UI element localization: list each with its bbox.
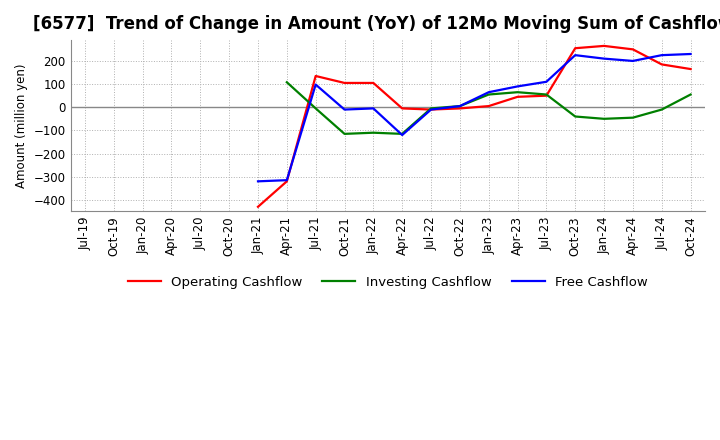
Free Cashflow (282, 177, 291, 183)
Free Cashflow (600, 56, 608, 61)
Free Cashflow (340, 107, 348, 112)
Investing Cashflow (629, 115, 637, 120)
Investing Cashflow (542, 92, 551, 97)
Investing Cashflow (282, 80, 291, 85)
Free Cashflow (542, 79, 551, 84)
Free Cashflow (513, 84, 522, 89)
Operating Cashflow (340, 80, 348, 85)
Investing Cashflow (600, 116, 608, 121)
Operating Cashflow (542, 93, 551, 98)
Investing Cashflow (456, 103, 464, 109)
Operating Cashflow (253, 204, 262, 209)
Investing Cashflow (686, 92, 695, 97)
Investing Cashflow (513, 90, 522, 95)
Free Cashflow (398, 132, 407, 138)
Legend: Operating Cashflow, Investing Cashflow, Free Cashflow: Operating Cashflow, Investing Cashflow, … (122, 270, 653, 294)
Free Cashflow (456, 103, 464, 109)
Free Cashflow (657, 52, 666, 58)
Free Cashflow (571, 52, 580, 58)
Free Cashflow (629, 59, 637, 64)
Free Cashflow (485, 90, 493, 95)
Investing Cashflow (657, 107, 666, 112)
Line: Investing Cashflow: Investing Cashflow (287, 82, 690, 134)
Operating Cashflow (485, 103, 493, 109)
Operating Cashflow (686, 66, 695, 72)
Investing Cashflow (340, 131, 348, 136)
Investing Cashflow (485, 92, 493, 97)
Investing Cashflow (398, 131, 407, 136)
Operating Cashflow (657, 62, 666, 67)
Operating Cashflow (311, 73, 320, 79)
Free Cashflow (369, 106, 378, 111)
Operating Cashflow (282, 179, 291, 184)
Operating Cashflow (427, 107, 436, 112)
Investing Cashflow (369, 130, 378, 136)
Investing Cashflow (427, 106, 436, 111)
Investing Cashflow (571, 114, 580, 119)
Line: Operating Cashflow: Operating Cashflow (258, 46, 690, 207)
Operating Cashflow (629, 47, 637, 52)
Investing Cashflow (311, 106, 320, 111)
Operating Cashflow (600, 43, 608, 48)
Operating Cashflow (456, 106, 464, 111)
Free Cashflow (427, 107, 436, 112)
Free Cashflow (311, 82, 320, 87)
Operating Cashflow (398, 106, 407, 111)
Free Cashflow (253, 179, 262, 184)
Line: Free Cashflow: Free Cashflow (258, 54, 690, 181)
Operating Cashflow (571, 46, 580, 51)
Y-axis label: Amount (million yen): Amount (million yen) (15, 63, 28, 188)
Title: [6577]  Trend of Change in Amount (YoY) of 12Mo Moving Sum of Cashflows: [6577] Trend of Change in Amount (YoY) o… (32, 15, 720, 33)
Free Cashflow (686, 51, 695, 57)
Operating Cashflow (369, 80, 378, 85)
Operating Cashflow (513, 94, 522, 99)
